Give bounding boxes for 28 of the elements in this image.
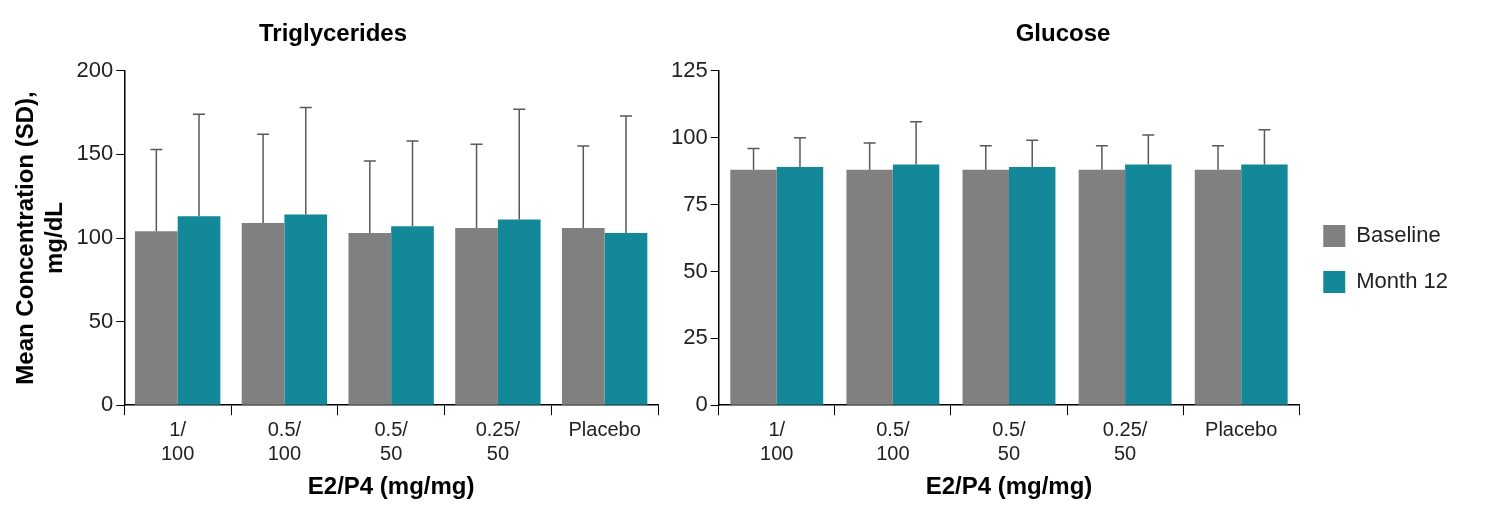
y-tick-label: 200 xyxy=(76,56,114,82)
y-tick-label: 100 xyxy=(670,123,708,149)
chart-title: Glucose xyxy=(1015,19,1111,47)
y-tick-label: 50 xyxy=(683,257,708,283)
y-tick-label: 0 xyxy=(695,391,708,417)
y-tick-label: 100 xyxy=(76,224,114,250)
y-axis-title: Mean Concentration (SD), mg/dL xyxy=(11,91,67,385)
x-axis-title: E2/P4 (mg/mg) xyxy=(925,472,1093,500)
y-tick-label: 50 xyxy=(88,307,114,333)
y-tick-label: 75 xyxy=(683,190,708,216)
y-tick-label: 25 xyxy=(683,324,708,350)
x-tick-label: 0.5/ 100 xyxy=(876,417,910,464)
x-tick-label: 1/ 100 xyxy=(160,417,195,464)
y-tick-label: 125 xyxy=(670,56,708,82)
x-tick-label: 0.25/ 50 xyxy=(475,417,521,464)
x-tick-label: 0.25/ 50 xyxy=(1102,417,1148,464)
x-tick-label: 0.5/ 100 xyxy=(267,417,302,464)
y-tick-label: 150 xyxy=(76,140,114,166)
x-tick-label: 1/ 100 xyxy=(760,417,794,464)
x-tick-label: 0.5/ 50 xyxy=(374,417,409,464)
x-tick-label: 0.5/ 50 xyxy=(992,417,1027,464)
chart-title: Triglycerides xyxy=(258,19,408,47)
x-axis-title: E2/P4 (mg/mg) xyxy=(307,472,475,500)
x-tick-label: Placebo xyxy=(568,417,641,440)
legend-label: Month 12 xyxy=(1356,268,1449,294)
y-tick-label: 0 xyxy=(101,391,114,417)
x-tick-label: Placebo xyxy=(1205,417,1278,440)
legend-label: Baseline xyxy=(1356,222,1441,248)
